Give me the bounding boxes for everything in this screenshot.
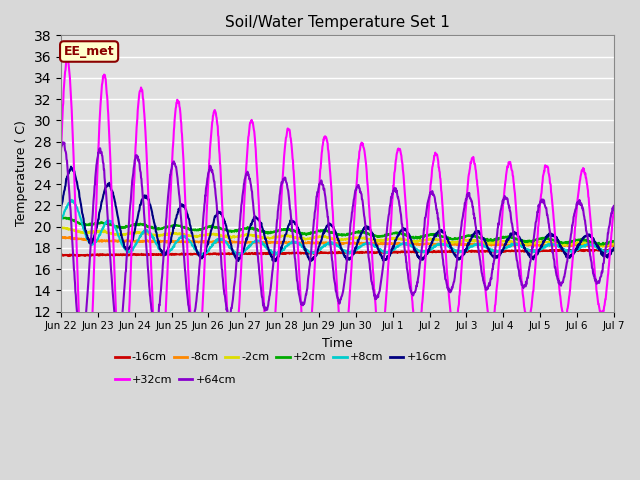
+2cm — [100, 220, 108, 226]
Text: EE_met: EE_met — [64, 45, 115, 58]
+16cm — [292, 221, 300, 227]
Line: -16cm: -16cm — [61, 249, 614, 256]
+16cm — [123, 246, 131, 252]
-8cm — [57, 234, 65, 240]
-8cm — [292, 240, 300, 245]
Line: -2cm: -2cm — [61, 227, 614, 247]
Line: -8cm: -8cm — [61, 237, 614, 247]
-8cm — [610, 243, 618, 249]
+32cm — [292, 215, 300, 221]
Line: +8cm: +8cm — [61, 200, 614, 256]
-8cm — [60, 234, 68, 240]
-8cm — [303, 240, 311, 246]
+16cm — [57, 206, 65, 212]
+8cm — [123, 249, 131, 254]
-16cm — [303, 251, 311, 256]
+64cm — [292, 268, 300, 274]
-16cm — [314, 250, 321, 255]
-8cm — [372, 241, 380, 247]
+32cm — [57, 149, 65, 155]
+2cm — [122, 224, 130, 229]
+2cm — [57, 215, 65, 220]
+32cm — [610, 204, 618, 210]
-2cm — [100, 229, 108, 235]
+16cm — [100, 189, 108, 195]
+2cm — [303, 231, 311, 237]
+8cm — [610, 246, 618, 252]
+8cm — [314, 249, 321, 254]
-8cm — [604, 244, 611, 250]
+16cm — [272, 258, 280, 264]
-2cm — [599, 244, 607, 250]
-16cm — [65, 253, 72, 259]
+32cm — [304, 350, 312, 356]
+64cm — [100, 175, 108, 180]
+64cm — [610, 203, 618, 209]
+64cm — [59, 139, 67, 145]
+2cm — [292, 228, 300, 234]
+2cm — [610, 238, 618, 244]
+64cm — [57, 144, 65, 150]
-16cm — [372, 250, 380, 255]
+16cm — [314, 248, 321, 253]
+8cm — [197, 253, 205, 259]
+8cm — [57, 216, 65, 222]
-16cm — [57, 252, 65, 258]
-2cm — [372, 239, 380, 244]
+8cm — [67, 197, 75, 203]
-8cm — [314, 240, 321, 245]
-2cm — [122, 231, 130, 237]
Title: Soil/Water Temperature Set 1: Soil/Water Temperature Set 1 — [225, 15, 450, 30]
+64cm — [314, 190, 321, 195]
+32cm — [372, 313, 380, 319]
+32cm — [82, 418, 90, 424]
+8cm — [372, 244, 380, 250]
+16cm — [304, 254, 312, 260]
-2cm — [313, 234, 321, 240]
+2cm — [372, 233, 380, 239]
-2cm — [610, 241, 618, 247]
+8cm — [304, 248, 312, 254]
+64cm — [304, 280, 312, 286]
Line: +16cm: +16cm — [61, 167, 614, 261]
-8cm — [123, 237, 131, 243]
+16cm — [610, 245, 618, 251]
+2cm — [313, 228, 321, 234]
-8cm — [100, 237, 108, 243]
+2cm — [600, 242, 607, 248]
Line: +64cm: +64cm — [61, 142, 614, 340]
-16cm — [606, 246, 614, 252]
Y-axis label: Temperature ( C): Temperature ( C) — [15, 120, 28, 227]
+32cm — [63, 56, 70, 62]
X-axis label: Time: Time — [322, 337, 353, 350]
Line: +2cm: +2cm — [61, 217, 614, 245]
+16cm — [67, 164, 75, 169]
-2cm — [57, 224, 65, 230]
+64cm — [123, 250, 131, 256]
-16cm — [100, 252, 108, 258]
Legend: +32cm, +64cm: +32cm, +64cm — [111, 370, 241, 389]
+8cm — [100, 222, 108, 228]
+32cm — [100, 74, 108, 80]
+32cm — [314, 211, 321, 216]
-16cm — [292, 250, 300, 256]
+16cm — [372, 242, 380, 248]
+32cm — [123, 354, 131, 360]
+64cm — [78, 337, 86, 343]
-16cm — [610, 247, 618, 253]
+64cm — [372, 295, 380, 301]
-2cm — [292, 234, 300, 240]
Line: +32cm: +32cm — [61, 59, 614, 421]
-2cm — [303, 236, 311, 242]
+8cm — [292, 240, 300, 245]
-16cm — [123, 252, 131, 258]
